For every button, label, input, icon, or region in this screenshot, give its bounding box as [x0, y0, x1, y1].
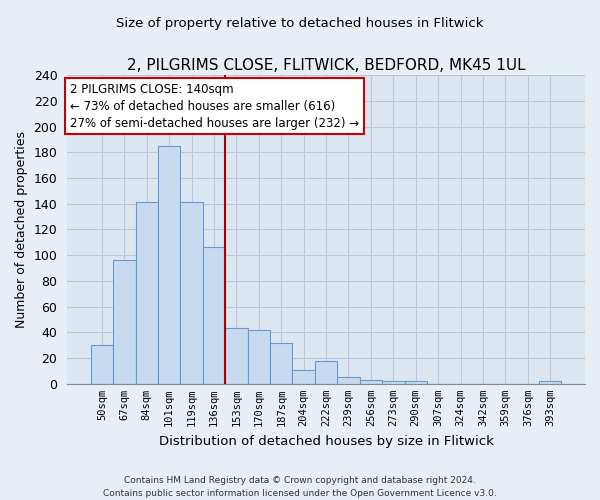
Bar	[539, 381, 562, 384]
Bar	[91, 345, 113, 384]
Bar	[360, 380, 382, 384]
Y-axis label: Number of detached properties: Number of detached properties	[15, 131, 28, 328]
Bar	[113, 260, 136, 384]
Bar	[181, 202, 203, 384]
X-axis label: Distribution of detached houses by size in Flitwick: Distribution of detached houses by size …	[158, 434, 494, 448]
Text: Contains HM Land Registry data © Crown copyright and database right 2024.
Contai: Contains HM Land Registry data © Crown c…	[103, 476, 497, 498]
Bar	[158, 146, 181, 384]
Bar	[337, 378, 360, 384]
Bar	[225, 328, 248, 384]
Bar	[404, 381, 427, 384]
Bar	[136, 202, 158, 384]
Text: Size of property relative to detached houses in Flitwick: Size of property relative to detached ho…	[116, 18, 484, 30]
Bar	[382, 381, 404, 384]
Bar	[203, 248, 225, 384]
Bar	[315, 360, 337, 384]
Title: 2, PILGRIMS CLOSE, FLITWICK, BEDFORD, MK45 1UL: 2, PILGRIMS CLOSE, FLITWICK, BEDFORD, MK…	[127, 58, 526, 72]
Text: 2 PILGRIMS CLOSE: 140sqm
← 73% of detached houses are smaller (616)
27% of semi-: 2 PILGRIMS CLOSE: 140sqm ← 73% of detach…	[70, 83, 359, 130]
Bar	[292, 370, 315, 384]
Bar	[248, 330, 270, 384]
Bar	[270, 342, 292, 384]
